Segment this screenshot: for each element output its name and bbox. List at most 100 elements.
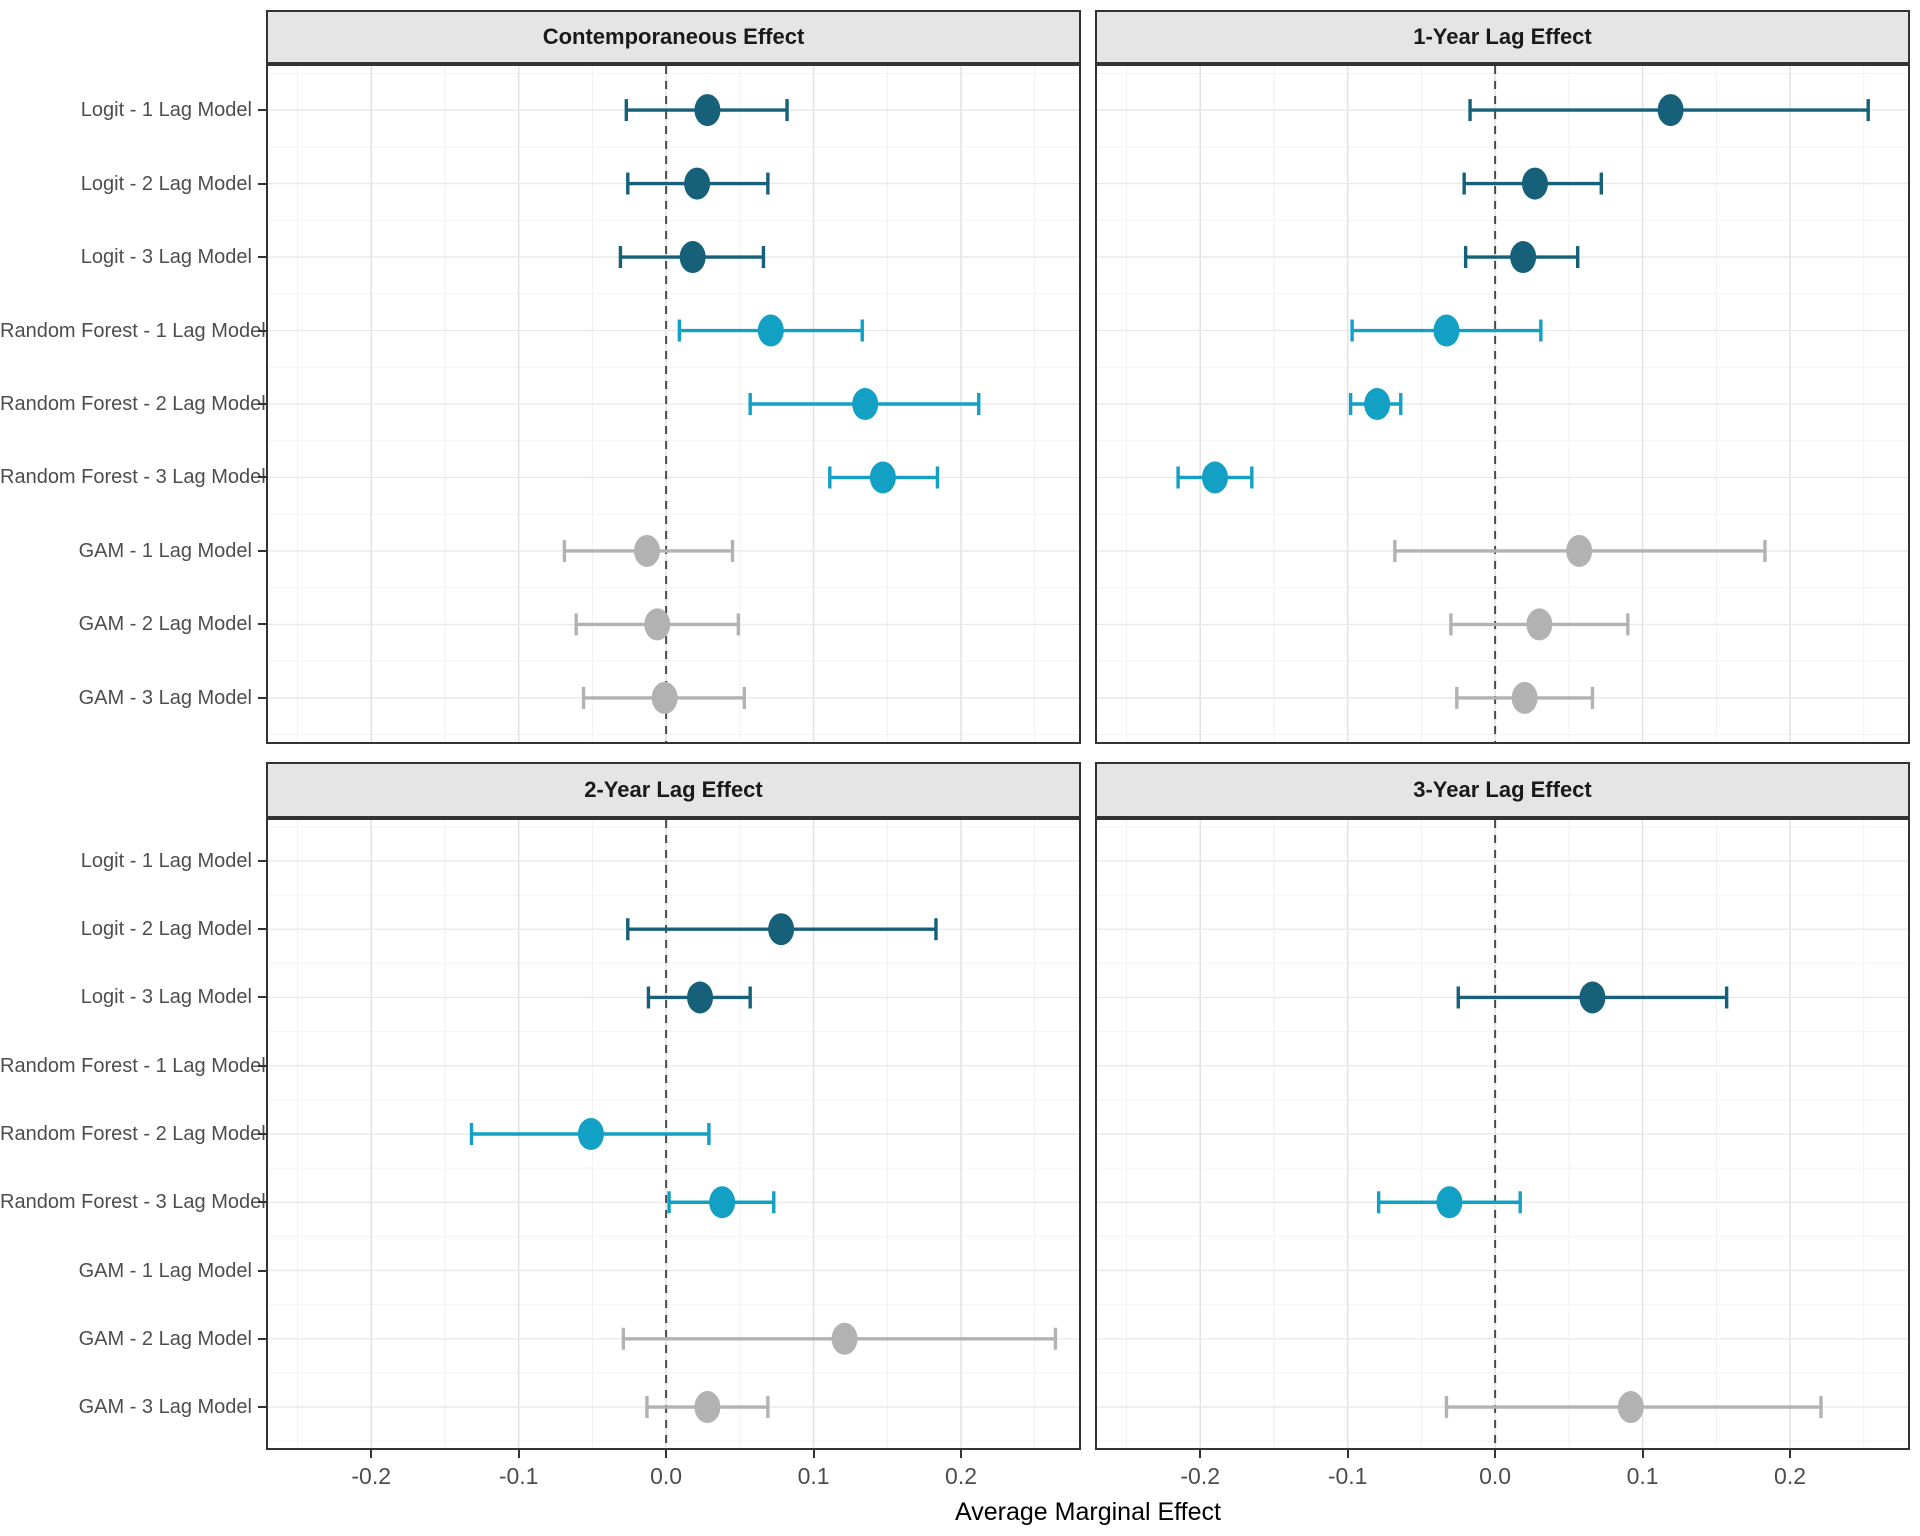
y-axis-label: Random Forest - 3 Lag Model — [0, 1191, 266, 1214]
pointrange-gam — [562, 534, 735, 567]
pointrange-logit — [646, 981, 752, 1014]
x-axis-tick — [1346, 1450, 1349, 1458]
panel-canvas — [268, 820, 1079, 1448]
estimate-point — [679, 241, 706, 274]
pointrange-logit — [624, 94, 789, 127]
y-axis-label: Random Forest - 3 Lag Model — [0, 466, 266, 489]
pointrange-logit — [1456, 981, 1729, 1014]
facet-strip-2-year-lag: 2-Year Lag Effect — [266, 762, 1081, 818]
y-axis-tick — [258, 1269, 266, 1272]
estimate-point — [869, 461, 896, 494]
panel-canvas — [1097, 66, 1908, 742]
x-axis-tick-label: -0.2 — [351, 1463, 392, 1489]
y-axis-label: Logit - 2 Lag Model — [80, 918, 252, 941]
x-axis-tick — [812, 1450, 815, 1458]
estimate-point — [694, 1391, 721, 1424]
estimate-point — [577, 1118, 604, 1150]
pointrange-random_forest — [1176, 461, 1254, 494]
facet-strip-contemporaneous: Contemporaneous Effect — [266, 10, 1081, 64]
y-axis-tick — [258, 996, 266, 999]
y-axis-label: Logit - 1 Lag Model — [80, 849, 252, 872]
pointrange-random_forest — [469, 1118, 711, 1150]
estimate-point — [633, 534, 660, 567]
pointrange-random_forest — [748, 388, 981, 420]
y-axis-label: GAM - 2 Lag Model — [78, 613, 252, 636]
y-axis-tick — [258, 859, 266, 862]
estimate-point — [687, 981, 714, 1014]
x-axis-tick — [370, 1450, 373, 1458]
y-axis-label: Random Forest - 2 Lag Model — [0, 1123, 266, 1145]
pointrange-random_forest — [1376, 1186, 1522, 1219]
x-axis-tick — [1494, 1450, 1497, 1458]
pointrange-random_forest — [1350, 314, 1543, 347]
estimate-point — [768, 913, 795, 946]
panel-contemporaneous — [266, 64, 1081, 744]
y-axis-tick — [258, 1337, 266, 1340]
estimate-point — [644, 608, 671, 641]
x-axis-tick-label: -0.1 — [498, 1463, 539, 1489]
panel-canvas — [1097, 820, 1908, 1448]
panel-2-year-lag — [266, 818, 1081, 1450]
estimate-point — [1433, 314, 1460, 347]
estimate-point — [852, 388, 879, 420]
pointrange-logit — [1462, 167, 1603, 200]
x-axis-tick-label: 0.2 — [1774, 1463, 1807, 1489]
estimate-point — [1521, 167, 1548, 200]
estimate-point — [1201, 461, 1228, 494]
estimate-point — [684, 167, 711, 200]
pointrange-gam — [1393, 534, 1767, 567]
estimate-point — [709, 1186, 736, 1219]
x-axis-tick-label: 0.1 — [797, 1463, 830, 1489]
pointrange-random_forest — [1348, 388, 1403, 420]
y-axis-tick — [258, 182, 266, 185]
y-axis-tick — [258, 623, 266, 626]
y-axis-label: Logit - 3 Lag Model — [80, 986, 252, 1009]
x-axis-tick — [1789, 1450, 1792, 1458]
y-axis-tick — [258, 403, 266, 405]
x-axis-tick-label: 0.1 — [1626, 1463, 1659, 1489]
y-axis-tick — [258, 549, 266, 552]
y-axis-label: GAM - 1 Lag Model — [78, 539, 252, 562]
pointrange-gam — [621, 1322, 1058, 1355]
y-axis-tick — [258, 1406, 266, 1409]
x-axis-tick — [665, 1450, 668, 1458]
pointrange-gam — [581, 681, 746, 714]
estimate-point — [1657, 94, 1684, 127]
pointrange-logit — [626, 167, 770, 200]
pointrange-gam — [1444, 1391, 1823, 1424]
facet-strip-1-year-lag: 1-Year Lag Effect — [1095, 10, 1910, 64]
x-axis-tick — [1641, 1450, 1644, 1458]
estimate-point — [1436, 1186, 1463, 1219]
y-axis-tick — [258, 1064, 266, 1067]
y-axis-tick — [258, 109, 266, 112]
y-axis-tick — [258, 696, 266, 699]
estimate-point — [1617, 1391, 1644, 1424]
y-axis-tick — [258, 1133, 266, 1135]
y-axis-label: Logit - 3 Lag Model — [80, 246, 252, 269]
estimate-point — [1579, 981, 1606, 1014]
y-axis-tick — [258, 256, 266, 259]
x-axis-tick-label: 0.0 — [1479, 1463, 1512, 1489]
pointrange-random_forest — [828, 461, 940, 494]
estimate-point — [1511, 681, 1538, 714]
y-axis-label: GAM - 3 Lag Model — [78, 1396, 252, 1419]
estimate-point — [1364, 388, 1391, 420]
estimate-point — [694, 94, 721, 127]
y-axis-label: Logit - 1 Lag Model — [80, 99, 252, 122]
y-axis-tick — [258, 928, 266, 931]
x-axis-title: Average Marginal Effect — [955, 1498, 1221, 1526]
x-axis-tick-label: 0.2 — [945, 1463, 978, 1489]
pointrange-gam — [574, 608, 741, 641]
estimate-point — [1510, 241, 1537, 274]
pointrange-gam — [1455, 681, 1595, 714]
estimate-point — [757, 314, 784, 347]
y-axis-label: Random Forest - 2 Lag Model — [0, 393, 266, 415]
estimate-point — [831, 1322, 858, 1355]
y-axis-tick — [258, 476, 266, 479]
x-axis-tick-label: -0.1 — [1327, 1463, 1368, 1489]
x-axis-tick — [517, 1450, 520, 1458]
y-axis-tick — [258, 1201, 266, 1204]
panel-canvas — [268, 66, 1079, 742]
estimate-point — [1526, 608, 1553, 641]
